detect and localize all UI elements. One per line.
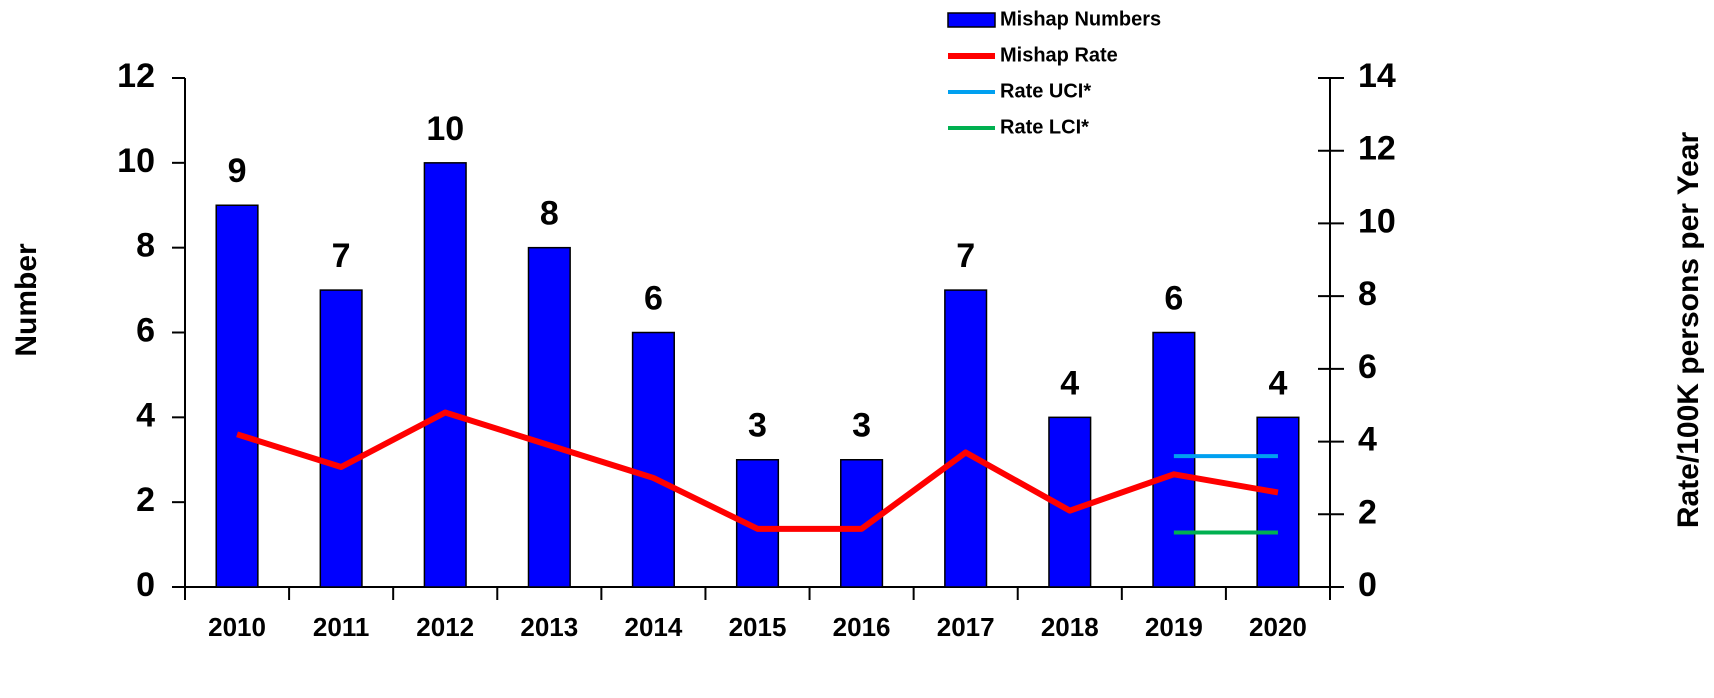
y-tick-label: 12	[117, 57, 155, 95]
x-tick-label: 2014	[624, 612, 682, 642]
data-label: 3	[852, 407, 871, 445]
y-axis-label: Number	[10, 243, 43, 357]
data-label: 4	[1060, 364, 1079, 402]
x-tick-label: 2015	[729, 612, 787, 642]
line	[236, 409, 1279, 532]
data-label: 4	[1268, 364, 1287, 402]
bar	[944, 289, 988, 588]
bar	[1152, 331, 1196, 588]
y2-tick-label: 10	[1358, 202, 1396, 240]
y2-tick-label: 2	[1358, 493, 1377, 531]
bar	[631, 331, 675, 588]
data-label: 3	[748, 407, 767, 445]
x-tick-label: 2018	[1041, 612, 1099, 642]
y2-tick-label: 6	[1358, 348, 1377, 386]
legend-swatch	[947, 12, 996, 28]
bar	[840, 459, 884, 588]
data-label: 10	[426, 110, 464, 148]
x-tick-label: 2011	[313, 612, 369, 642]
legend-label: Mishap Rate	[1000, 44, 1118, 66]
x-tick-label: 2010	[208, 612, 266, 642]
x-tick-label: 2019	[1145, 612, 1203, 642]
y2-tick-label: 8	[1358, 275, 1377, 313]
x-tick-label: 2013	[520, 612, 578, 642]
data-label: 6	[1164, 279, 1183, 317]
y-tick-label: 10	[117, 142, 155, 180]
data-label: 6	[644, 279, 663, 317]
data-label: 7	[332, 237, 351, 275]
x-tick-label: 2020	[1249, 612, 1307, 642]
y-tick-label: 4	[136, 396, 155, 434]
bar	[423, 162, 467, 588]
y2-tick-label: 4	[1358, 421, 1377, 459]
bar	[319, 289, 363, 588]
bar	[1256, 416, 1300, 588]
data-label: 9	[228, 152, 247, 190]
bar	[527, 246, 571, 588]
y-tick-label: 2	[136, 481, 155, 519]
x-tick-label: 2017	[937, 612, 995, 642]
legend-label: Mishap Numbers	[1000, 8, 1161, 30]
data-label: 8	[540, 195, 559, 233]
y2-tick-label: 14	[1358, 57, 1396, 95]
y2-axis-label: Rate/100K persons per Year	[1672, 132, 1705, 529]
x-tick-label: 2012	[416, 612, 474, 642]
legend-label: Rate LCI*	[1000, 116, 1089, 138]
y2-tick-label: 12	[1358, 130, 1396, 168]
y-tick-label: 6	[136, 311, 155, 349]
y2-tick-label: 0	[1358, 566, 1377, 604]
bar	[215, 204, 259, 588]
legend-label: Rate UCI*	[1000, 80, 1091, 102]
x-tick-label: 2016	[833, 612, 891, 642]
y-tick-label: 0	[136, 566, 155, 604]
data-label: 7	[956, 237, 975, 275]
y-tick-label: 8	[136, 227, 155, 265]
